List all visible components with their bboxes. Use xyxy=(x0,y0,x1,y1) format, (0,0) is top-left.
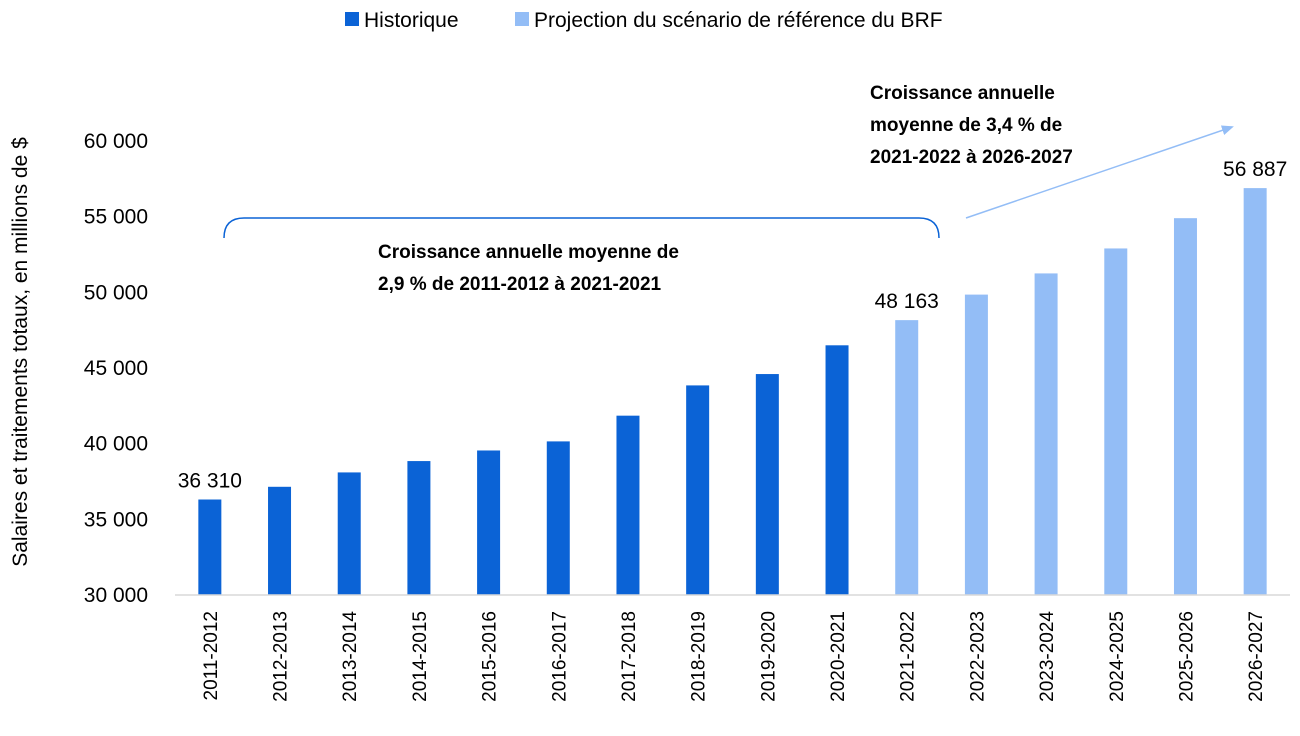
bar-2022-2023 xyxy=(964,294,988,595)
data-label-2011-2012: 36 310 xyxy=(178,470,242,493)
x-tick-label: 2019-2020 xyxy=(758,611,779,702)
y-axis-title: Salaires et traitements totaux, en milli… xyxy=(9,137,32,567)
bar-2025-2026 xyxy=(1173,218,1197,595)
bar-2018-2019 xyxy=(686,385,710,595)
x-tick-label: 2016-2017 xyxy=(549,611,570,702)
projected-growth-line-1: Croissance annuelle xyxy=(870,83,1055,104)
x-tick-label: 2025-2026 xyxy=(1176,611,1197,702)
bar-2017-2018 xyxy=(616,415,640,595)
data-label-2026-2027: 56 887 xyxy=(1223,158,1287,181)
legend-swatch-historique xyxy=(345,12,359,26)
bar-2013-2014 xyxy=(337,472,361,595)
x-tick-label: 2021-2022 xyxy=(898,611,919,702)
legend-swatch-projection xyxy=(515,12,529,26)
y-tick-label: 35 000 xyxy=(84,508,148,531)
bar-2015-2016 xyxy=(477,450,501,595)
x-tick-label: 2013-2014 xyxy=(340,611,361,702)
x-tick-label: 2017-2018 xyxy=(619,611,640,702)
projected-growth-annotation: Croissance annuelle moyenne de 3,4 % de … xyxy=(870,83,1234,219)
bar-2021-2022 xyxy=(895,320,919,595)
data-labels: 36 310 48 163 56 887 xyxy=(178,158,1288,492)
historical-growth-bracket xyxy=(223,217,940,239)
bar-2026-2027 xyxy=(1243,188,1267,596)
projected-growth-line-2: moyenne de 3,4 % de xyxy=(870,115,1062,136)
legend: Historique Projection du scénario de réf… xyxy=(345,9,943,32)
x-tick-label: 2015-2016 xyxy=(480,611,501,702)
legend-label-projection: Projection du scénario de référence du B… xyxy=(534,9,943,32)
historical-growth-line-2: 2,9 % de 2011-2012 à 2021-2021 xyxy=(378,274,662,295)
x-tick-label: 2014-2015 xyxy=(410,611,431,702)
historical-growth-line-1: Croissance annuelle moyenne de xyxy=(378,242,679,263)
y-tick-label: 45 000 xyxy=(84,357,148,380)
bar-2016-2017 xyxy=(546,441,570,595)
y-tick-label: 50 000 xyxy=(84,281,148,304)
bar-2023-2024 xyxy=(1034,273,1058,595)
x-tick-label: 2012-2013 xyxy=(271,611,292,702)
x-tick-label: 2023-2024 xyxy=(1037,611,1058,702)
bar-2020-2021 xyxy=(825,345,849,595)
bar-2012-2013 xyxy=(268,486,292,595)
y-tick-label: 40 000 xyxy=(84,433,148,456)
x-tick-label: 2024-2025 xyxy=(1107,611,1128,702)
x-tick-label: 2018-2019 xyxy=(689,611,710,702)
x-tick-label: 2011-2012 xyxy=(201,611,222,700)
bar-2019-2020 xyxy=(755,374,779,595)
bar-2014-2015 xyxy=(407,461,431,595)
y-tick-label: 30 000 xyxy=(84,584,148,607)
x-tick-label: 2022-2023 xyxy=(967,611,988,702)
y-tick-label: 60 000 xyxy=(84,130,148,153)
projected-growth-line-3: 2021-2022 à 2026-2027 xyxy=(870,147,1073,168)
historical-growth-annotation: Croissance annuelle moyenne de 2,9 % de … xyxy=(223,217,940,295)
legend-label-historique: Historique xyxy=(364,9,459,32)
data-label-2021-2022: 48 163 xyxy=(875,290,939,313)
y-axis-ticks: 30 000 35 000 40 000 45 000 50 000 55 000 60 0… xyxy=(84,130,148,607)
bar-2011-2012 xyxy=(198,499,222,595)
x-tick-label: 2020-2021 xyxy=(828,611,849,702)
x-tick-label: 2026-2027 xyxy=(1246,611,1267,702)
x-axis-ticks: 2011-2012 2012-2013 2013-2014 2014-2015 2015… xyxy=(201,611,1267,702)
y-tick-label: 55 000 xyxy=(84,206,148,229)
projected-growth-arrow xyxy=(965,125,1234,219)
bar-2024-2025 xyxy=(1104,248,1128,596)
bars xyxy=(198,188,1267,596)
